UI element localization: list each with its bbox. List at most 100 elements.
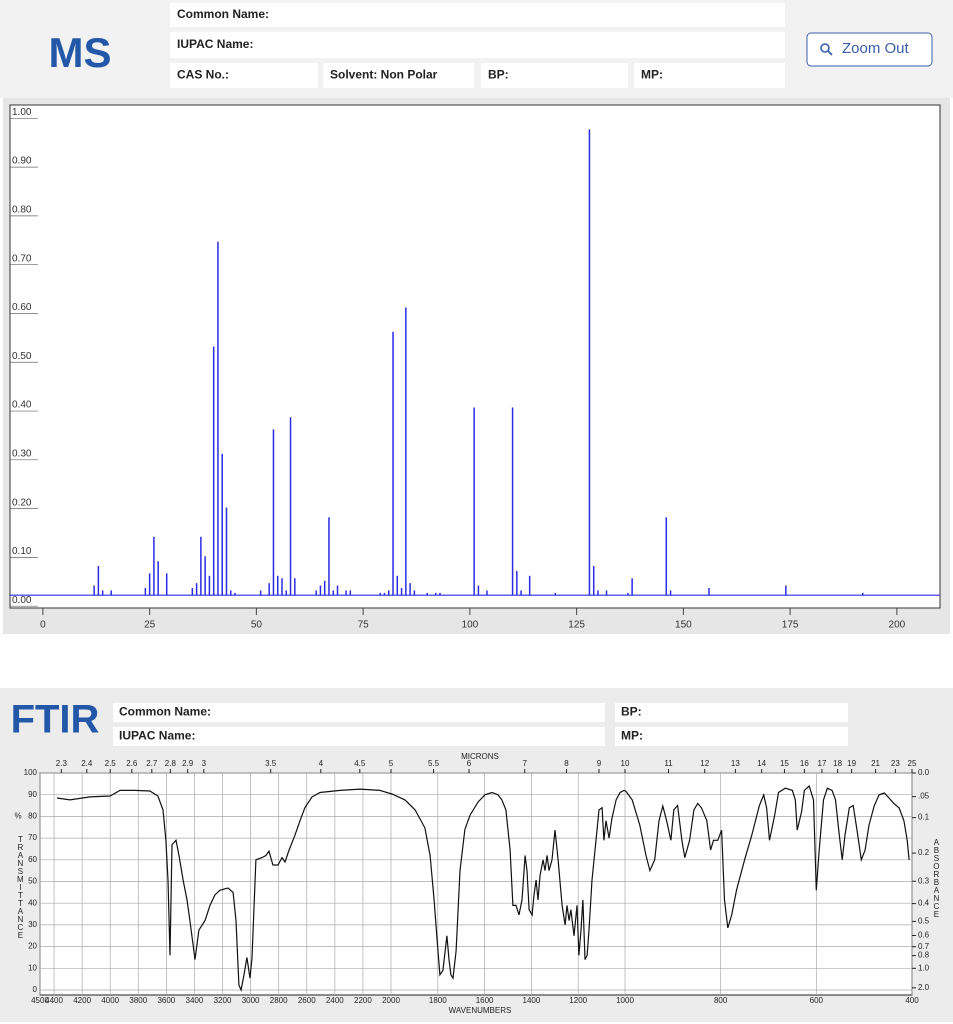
x-tick-label: 4000 [101,996,119,1005]
x-tick-label: 3000 [242,996,260,1005]
y-tick-label: 50 [28,877,37,886]
field-label: BP: [488,68,509,82]
y-tick-label: 0.40 [12,400,32,411]
x-tick-label: 3200 [214,996,232,1005]
y-tick-label: 0.20 [12,497,32,508]
y-tick-label: 0.90 [12,156,32,167]
top-tick-label: 6 [467,759,472,768]
field-label: MP: [641,68,663,82]
right-tick-label: 0.0 [918,768,930,777]
y-tick-label: 20 [28,942,37,951]
right-tick-label: 0.5 [918,916,930,925]
top-tick-label: 8 [564,759,569,768]
top-tick-label: 16 [800,759,809,768]
y-tick-label: 10 [28,963,37,972]
x-tick-label: 0 [40,620,46,631]
field-label: MP: [621,729,643,743]
top-tick-label: 2.8 [165,759,177,768]
search-icon-handle[interactable] [827,50,833,56]
x-tick-label: 1200 [569,996,587,1005]
x-tick-label: 100 [462,620,479,631]
right-tick-label: 0.1 [918,813,930,822]
x-tick-label: 75 [358,620,370,631]
x-tick-label: 25 [144,620,156,631]
y-tick-label: 0.70 [12,253,32,264]
button-frame[interactable] [806,32,933,67]
search-icon[interactable] [820,43,830,53]
top-tick-label: 4 [319,759,324,768]
right-tick-label: 1.0 [918,963,930,972]
top-tick-label: 2.5 [105,759,117,768]
right-tick-label: 0.6 [918,931,930,940]
x-tick-label: 800 [714,996,728,1005]
top-tick-label: 7 [522,759,527,768]
y-tick-label: 1.00 [12,107,32,118]
y-tick-label: 100 [24,768,38,777]
y-tick-label: 0.80 [12,205,32,216]
button-label[interactable]: Zoom Out [842,40,910,57]
top-tick-label: 2.6 [126,759,138,768]
field-label: IUPAC Name: [119,729,195,743]
field-box [170,3,785,27]
top-tick-label: 17 [818,759,827,768]
x-tick-label: 2400 [326,996,344,1005]
top-tick-label: 2.9 [182,759,194,768]
top-tick-label: 25 [908,759,917,768]
x-tick-label: 3600 [157,996,175,1005]
y-tick-label: 0.10 [12,546,32,557]
x-tick-label: 4200 [73,996,91,1005]
y-tick-label: 0.50 [12,351,32,362]
right-axis-title: ABSORBANCE [932,838,941,918]
y-tick-label: 0.60 [12,302,32,313]
field-box [481,63,628,88]
top-tick-label: 11 [664,759,673,768]
y-tick-label: 60 [28,855,37,864]
top-tick-label: 23 [891,759,900,768]
top-tick-label: 18 [833,759,842,768]
right-tick-label: 0.4 [918,899,930,908]
top-tick-label: 9 [597,759,602,768]
x-tick-label: 1000 [616,996,634,1005]
field-box [615,703,848,722]
top-tick-label: 19 [847,759,856,768]
top-tick-label: 2.3 [56,759,68,768]
field-box [170,32,785,58]
field-label: Common Name: [119,705,211,719]
x-tick-label: 2600 [298,996,316,1005]
x-tick-label: 2200 [354,996,372,1005]
spectrum-line [56,784,910,993]
right-tick-label: 0.2 [918,848,930,857]
top-axis-title: MICRONS [461,752,499,761]
top-tick-label: 13 [731,759,740,768]
top-tick-label: 10 [621,759,630,768]
top-tick-label: 2.4 [81,759,93,768]
x-axis-title: WAVENUMBERS [449,1006,512,1015]
field-box [170,63,318,88]
top-tick-label: 3 [202,759,207,768]
x-tick-label: 150 [675,620,692,631]
field-box [634,63,785,88]
y-tick-label: 30 [28,920,37,929]
field-label: IUPAC Name: [177,37,253,51]
y-axis-title: TRANSMITTANCE [16,835,25,939]
field-box [323,63,474,88]
x-tick-label: 2800 [270,996,288,1005]
top-tick-label: 21 [871,759,880,768]
field-label: Common Name: [177,7,269,21]
x-tick-label: 175 [782,620,799,631]
y-tick-label: 0.00 [12,595,32,606]
y-tick-label: 80 [28,812,37,821]
x-tick-label: 3400 [186,996,204,1005]
x-tick-label: 1800 [429,996,447,1005]
top-tick-label: 4.5 [354,759,366,768]
zoom-out-button[interactable]: Zoom Out [806,32,933,67]
x-tick-label: 125 [568,620,585,631]
top-tick-label: 5.5 [428,759,440,768]
right-tick-label: 0.7 [918,942,930,951]
top-tick-label: 12 [700,759,709,768]
field-label: Solvent: Non Polar [330,68,438,82]
field-label: BP: [621,705,642,719]
y-tick-label: 40 [28,898,37,907]
top-tick-label: 5 [389,759,394,768]
